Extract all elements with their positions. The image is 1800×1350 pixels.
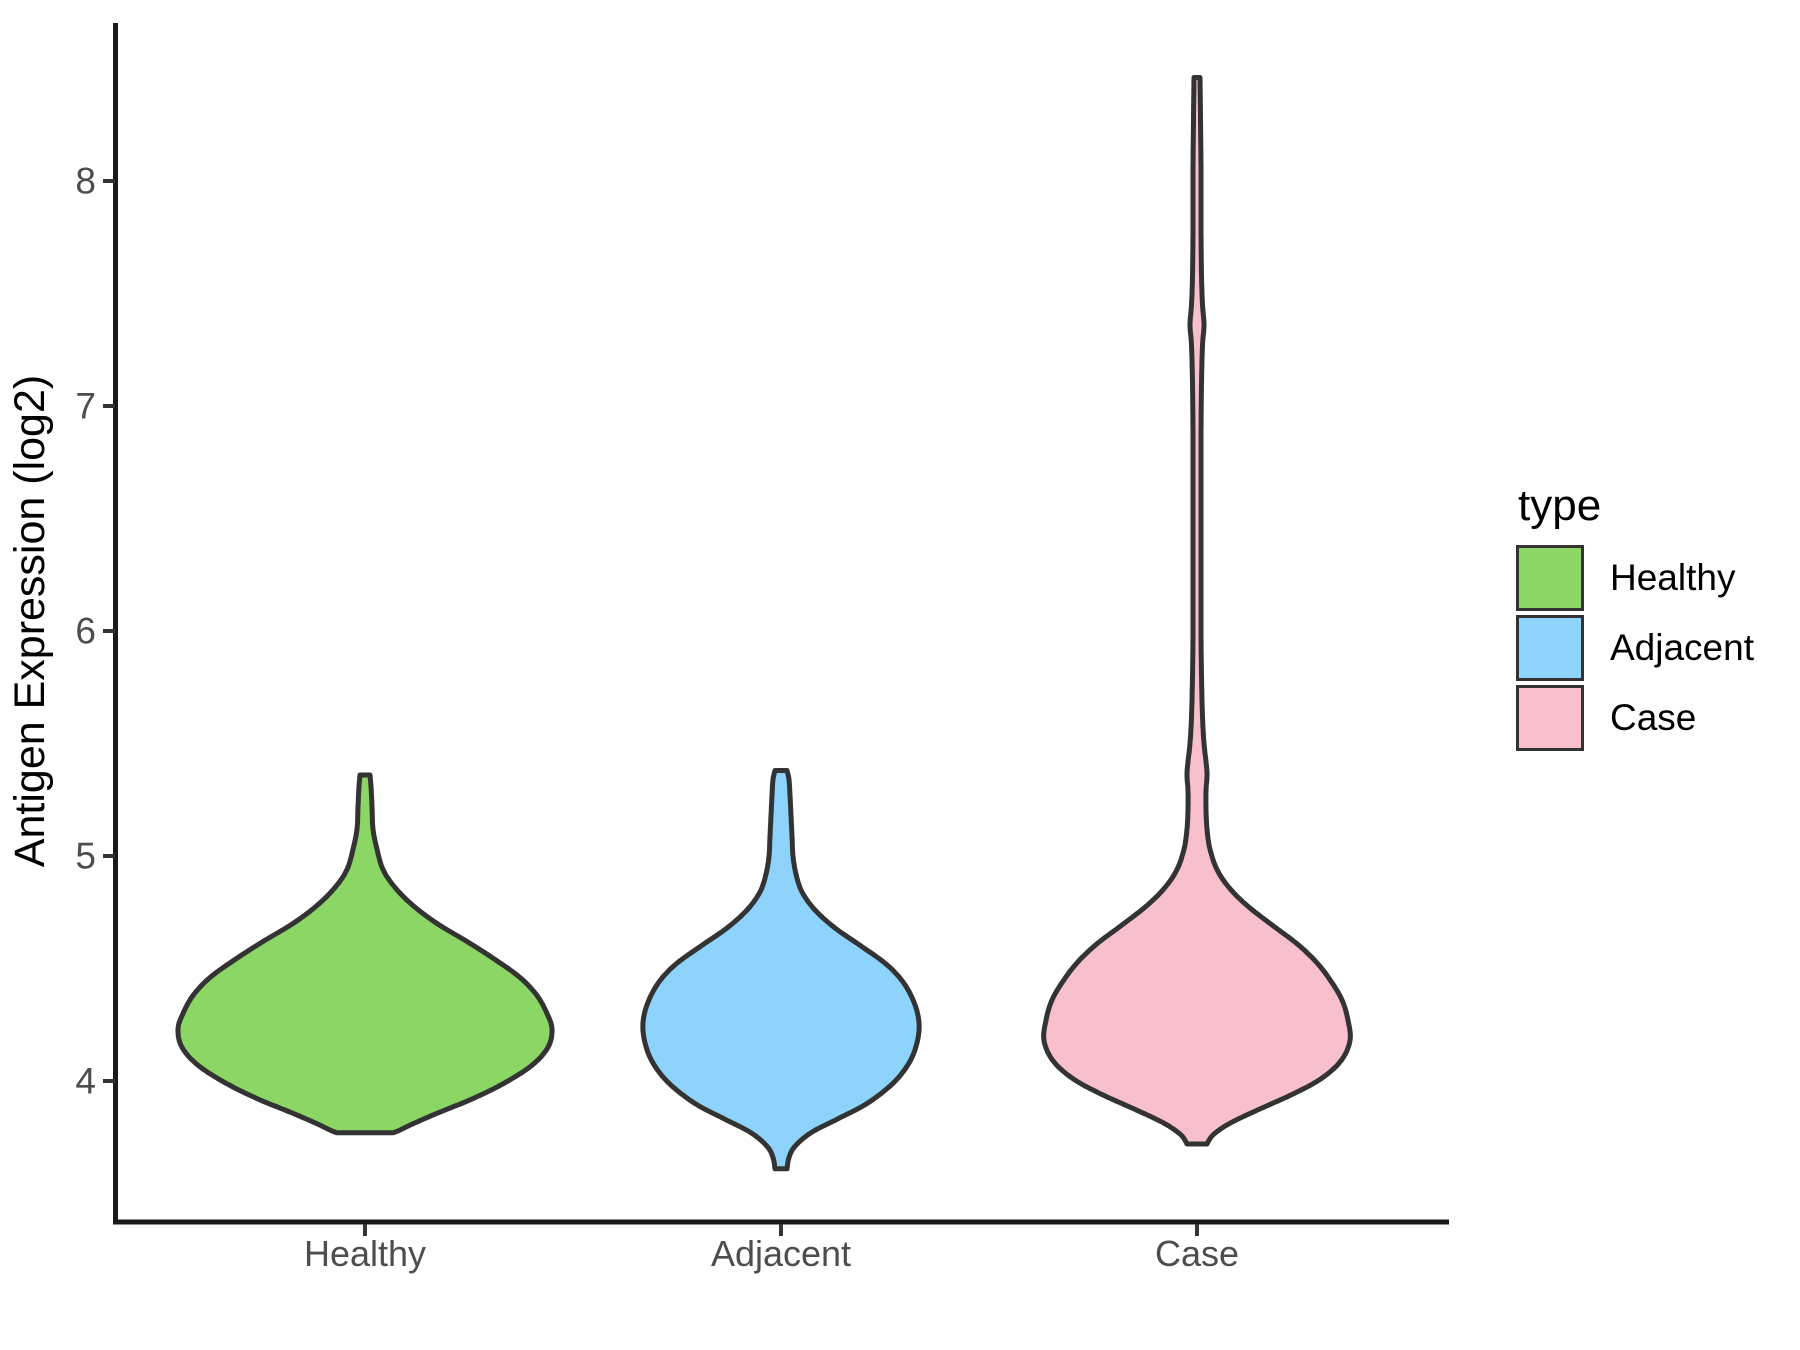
legend-item-adjacent: Adjacent	[1516, 615, 1754, 681]
y-axis-title: Antigen Expression (log2)	[6, 375, 54, 867]
legend-label-healthy: Healthy	[1610, 557, 1736, 598]
legend-swatch-healthy	[1516, 545, 1584, 611]
y-tick-label-4: 4	[75, 1061, 96, 1102]
x-tick-label-healthy: Healthy	[304, 1233, 426, 1274]
violin-adjacent	[640, 768, 922, 1172]
axes	[113, 23, 1449, 1225]
legend-label-adjacent: Adjacent	[1610, 627, 1754, 668]
legend-items: Healthy Adjacent Case	[1516, 545, 1754, 751]
legend-swatch-adjacent	[1516, 615, 1584, 681]
tick-marks	[103, 179, 1199, 1236]
violin-case	[1041, 75, 1353, 1147]
violin-healthy	[175, 772, 555, 1136]
y-tick-label-8: 8	[75, 161, 96, 202]
legend-label-case: Case	[1610, 697, 1697, 738]
x-tick-label-adjacent: Adjacent	[711, 1233, 851, 1274]
y-tick-label-7: 7	[75, 386, 96, 427]
x-tick-label-case: Case	[1155, 1233, 1239, 1274]
legend-item-healthy: Healthy	[1516, 545, 1754, 611]
legend-item-case: Case	[1516, 685, 1754, 751]
y-tick-label-5: 5	[75, 836, 96, 877]
legend-title: type	[1518, 481, 1602, 530]
y-tick-label-6: 6	[75, 611, 96, 652]
legend-swatch-case	[1516, 685, 1584, 751]
tick-labels: 4 5 6 7 8 Healthy Adjacent Case	[75, 161, 1239, 1275]
violins	[175, 75, 1353, 1172]
legend: type Healthy Adjacent Case	[1516, 484, 1754, 755]
